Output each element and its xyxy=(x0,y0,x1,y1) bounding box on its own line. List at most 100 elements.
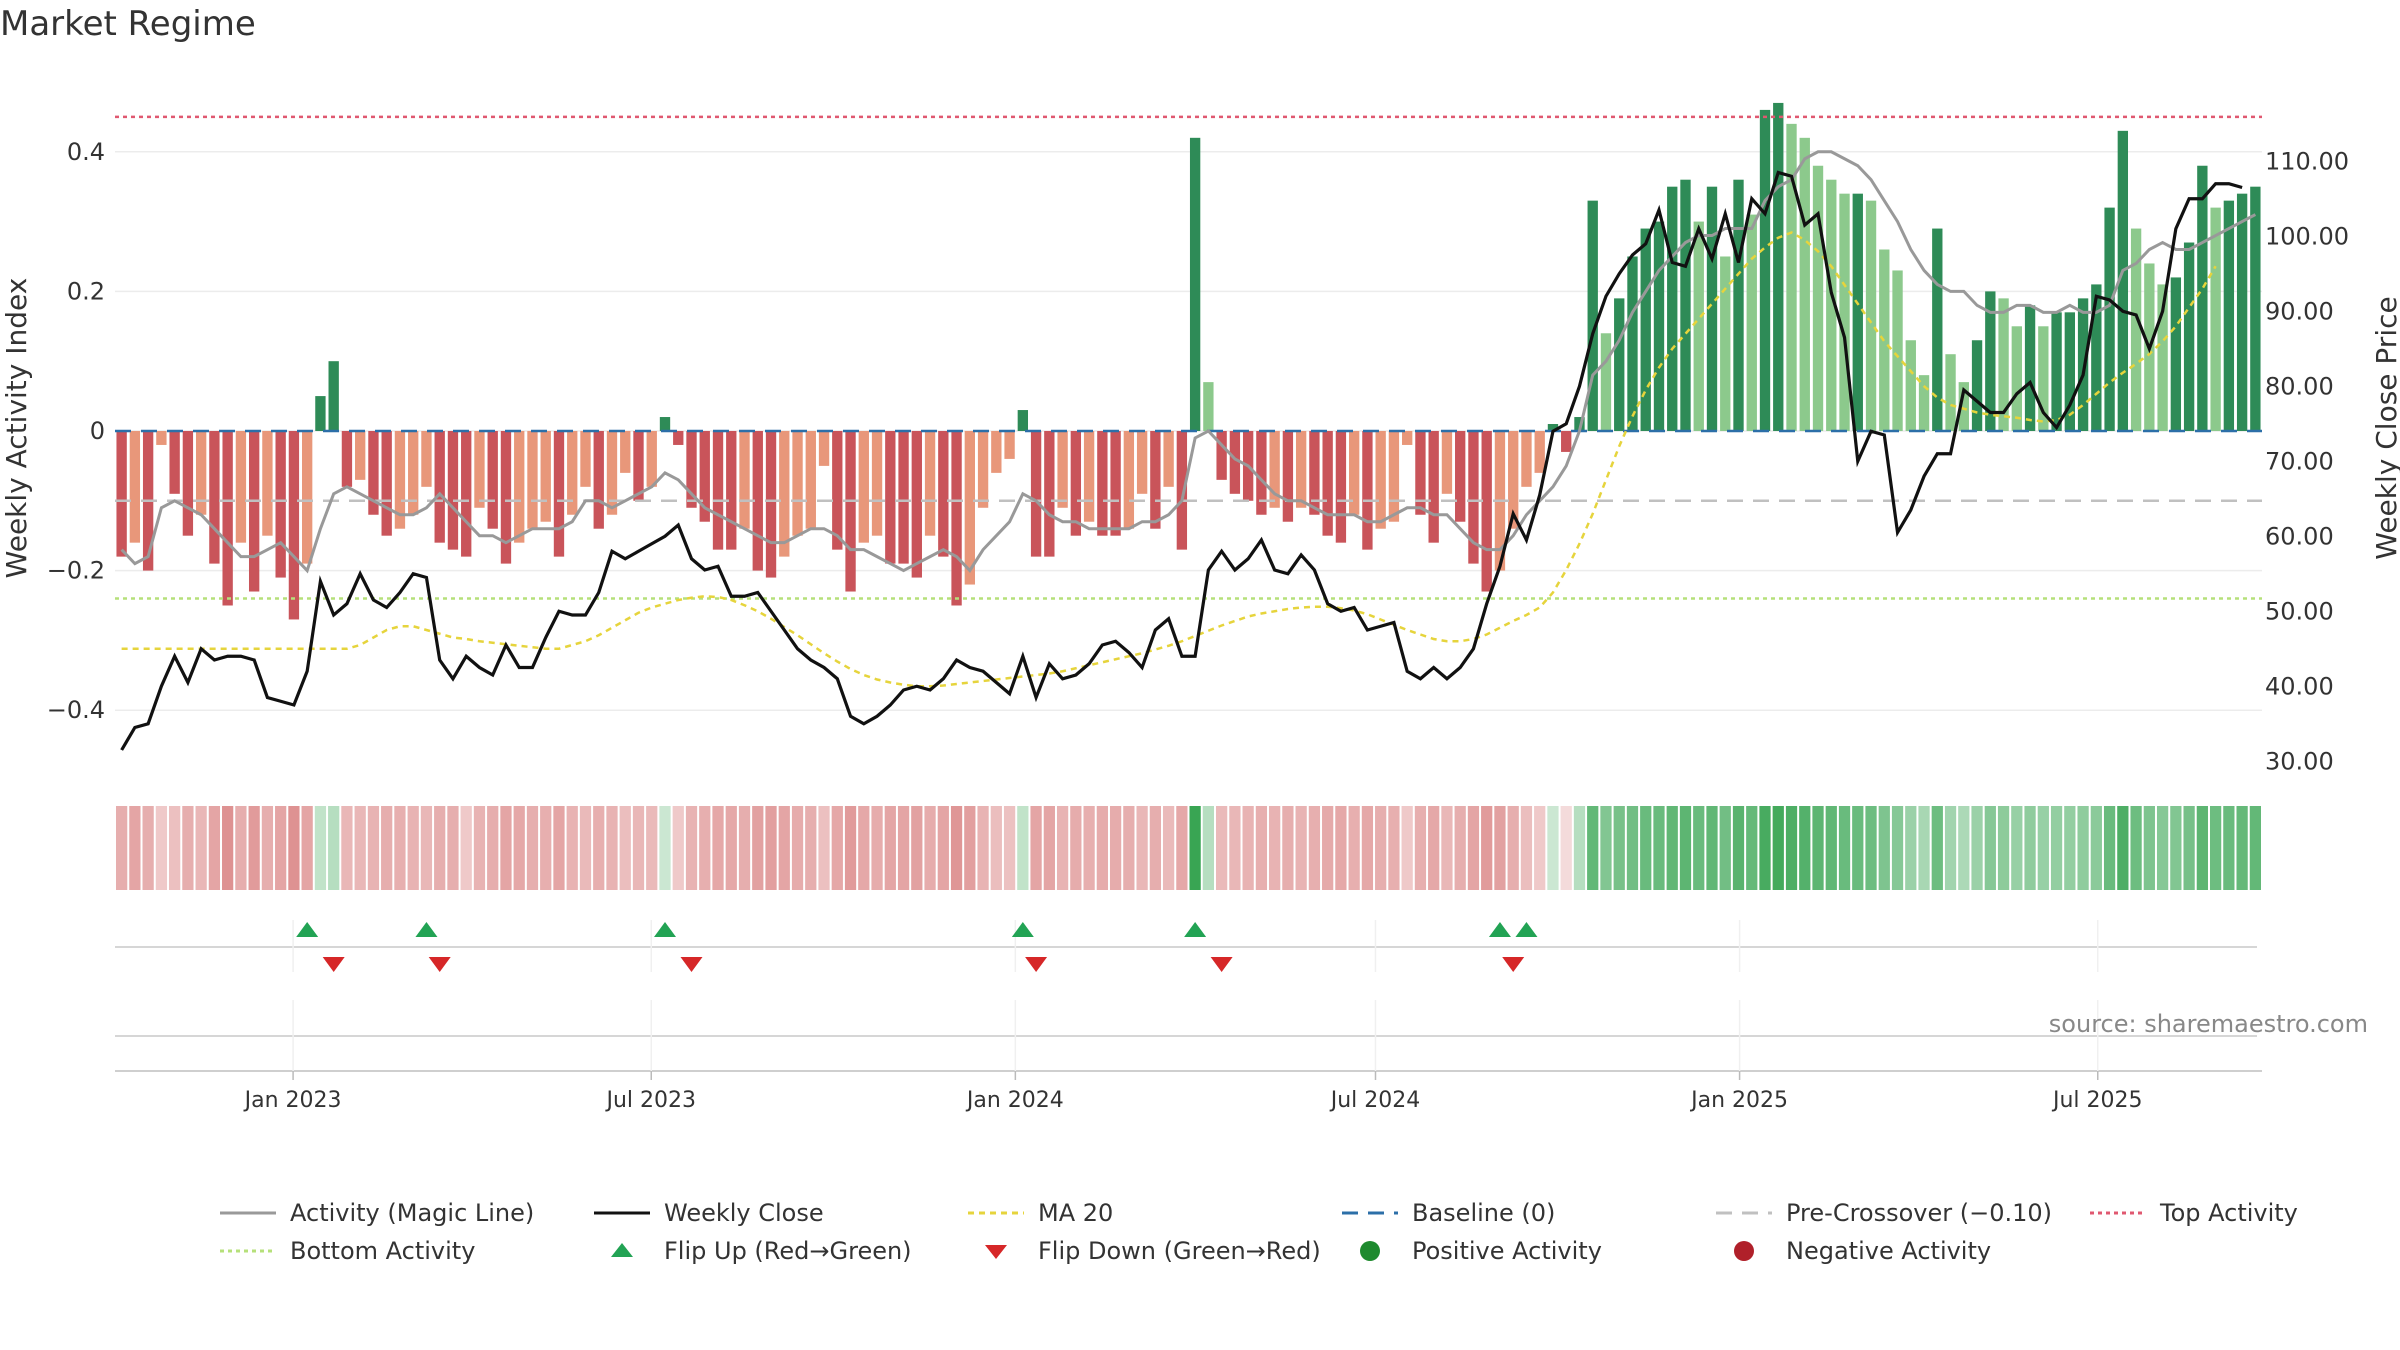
regime-cell xyxy=(1202,806,1214,890)
activity-bar xyxy=(2210,207,2221,431)
regime-cell xyxy=(1308,806,1321,890)
activity-bar xyxy=(1521,430,1532,487)
regime-cell xyxy=(1149,806,1161,890)
regime-cell xyxy=(235,806,247,890)
regime-cell xyxy=(261,806,274,890)
legend-item: Negative Activity xyxy=(1714,1237,2088,1265)
regime-cell xyxy=(725,806,737,890)
activity-bar xyxy=(394,430,406,529)
regime-cell xyxy=(1693,806,1705,890)
activity-bar xyxy=(818,430,830,466)
activity-bar xyxy=(699,430,710,522)
regime-cell xyxy=(778,806,790,890)
activity-bar xyxy=(1441,430,1453,494)
regime-cell xyxy=(1255,806,1268,890)
activity-bar xyxy=(1335,430,1347,543)
regime-cell xyxy=(818,806,830,890)
activity-bar xyxy=(739,430,750,529)
regime-cell xyxy=(381,806,393,890)
activity-bar xyxy=(209,430,220,564)
regime-cell xyxy=(659,806,671,890)
legend-item: MA 20 xyxy=(966,1199,1340,1227)
activity-bar xyxy=(1044,430,1055,557)
activity-bar xyxy=(1375,430,1386,529)
right-tick-label: 90.00 xyxy=(2265,297,2334,325)
flip-down-marker xyxy=(428,957,451,972)
activity-bar xyxy=(1892,270,1903,431)
regime-cell xyxy=(1799,806,1811,890)
flip-up-marker xyxy=(1515,922,1538,937)
regime-cell xyxy=(1269,806,1281,890)
regime-cell xyxy=(1905,806,1917,890)
regime-cell xyxy=(540,806,552,890)
regime-cell xyxy=(897,806,910,890)
activity-bar xyxy=(1561,430,1572,452)
regime-cell xyxy=(1613,806,1625,890)
activity-bar xyxy=(315,396,326,431)
regime-cell xyxy=(712,806,724,890)
right-tick-label: 30.00 xyxy=(2265,747,2334,775)
activity-bar xyxy=(1852,193,1863,431)
regime-cell xyxy=(2223,806,2235,890)
regime-cell xyxy=(1229,806,1241,890)
regime-cell xyxy=(831,806,843,890)
regime-cell xyxy=(791,806,804,890)
activity-bar xyxy=(2130,228,2142,431)
activity-bar xyxy=(977,430,989,508)
regime-cell xyxy=(1971,806,1983,890)
activity-bar xyxy=(2117,130,2129,431)
activity-bar xyxy=(1229,430,1241,494)
regime-cell xyxy=(1003,806,1016,890)
regime-cell xyxy=(1520,806,1533,890)
legend-item: Weekly Close xyxy=(592,1199,966,1227)
regime-cell xyxy=(1467,806,1480,890)
regime-cell xyxy=(460,806,472,890)
activity-bar xyxy=(845,430,856,592)
activity-bar xyxy=(421,430,432,487)
activity-bar xyxy=(1136,430,1148,494)
regime-cell xyxy=(129,806,141,890)
legend-label: Baseline (0) xyxy=(1412,1199,1556,1227)
regime-cell xyxy=(937,806,949,890)
legend-swatch xyxy=(1360,1241,1380,1261)
regime-cell xyxy=(2064,806,2076,890)
activity-bar xyxy=(1918,375,1930,431)
regime-cell xyxy=(487,806,499,890)
regime-cell xyxy=(407,806,419,890)
regime-cell xyxy=(1772,806,1784,890)
regime-cell xyxy=(1123,806,1135,890)
chart-title: Market Regime xyxy=(0,4,256,44)
regime-cell xyxy=(222,806,234,890)
activity-bar xyxy=(1614,298,1625,431)
regime-cell xyxy=(526,806,539,890)
regime-cell xyxy=(884,806,896,890)
activity-bar xyxy=(1428,430,1439,543)
regime-cell xyxy=(1534,806,1546,890)
activity-bar xyxy=(1812,165,1824,431)
regime-cell xyxy=(1759,806,1771,890)
legend-swatch xyxy=(1342,1211,1398,1215)
activity-bar xyxy=(1985,291,1996,431)
activity-bar xyxy=(1097,430,1108,536)
activity-bar xyxy=(514,430,525,543)
activity-bar xyxy=(2223,200,2235,431)
activity-bar xyxy=(169,430,180,494)
activity-bar xyxy=(1176,430,1188,550)
activity-bar xyxy=(1269,430,1280,508)
activity-bar xyxy=(924,430,936,536)
legend-label: Flip Up (Red→Green) xyxy=(664,1237,912,1265)
regime-cell xyxy=(1732,806,1745,890)
regime-cell xyxy=(513,806,525,890)
regime-cell xyxy=(1189,806,1201,890)
activity-bar xyxy=(500,430,512,564)
regime-cell xyxy=(553,806,565,890)
regime-cell xyxy=(2209,806,2222,890)
regime-cell xyxy=(1865,806,1877,890)
regime-cell xyxy=(1096,806,1108,890)
series-lines xyxy=(120,150,2257,751)
regime-cell xyxy=(248,806,260,890)
regime-cell xyxy=(328,806,340,890)
activity-bar xyxy=(1640,228,1651,431)
flip-down-marker xyxy=(1502,957,1525,972)
